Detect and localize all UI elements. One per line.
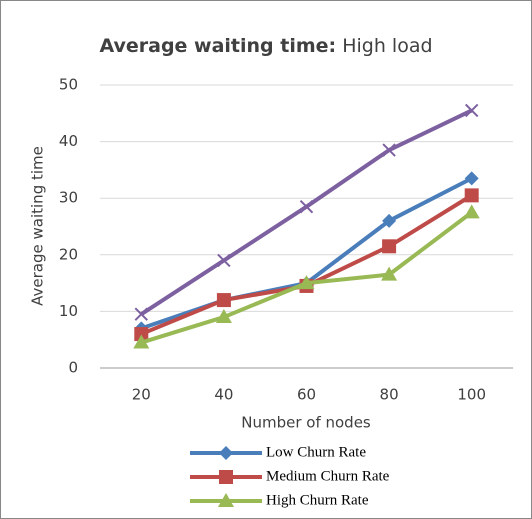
x-tick-label: 60 (297, 386, 316, 404)
marker (216, 293, 231, 308)
y-tick-label: 40 (59, 132, 78, 150)
marker (382, 143, 396, 157)
legend-label: Medium Churn Rate (266, 468, 390, 484)
marker (298, 275, 315, 290)
y-tick-label: 50 (59, 76, 78, 94)
marker (382, 239, 397, 254)
y-tick-label: 0 (68, 359, 78, 377)
x-tick-label: 40 (214, 386, 233, 404)
y-tick-label: 20 (59, 245, 78, 263)
marker (463, 204, 480, 219)
marker (133, 334, 150, 349)
y-tick-label: 10 (59, 302, 78, 320)
marker (134, 327, 149, 342)
marker (134, 307, 149, 321)
x-tick-label: 100 (457, 386, 486, 404)
legend-label: High Churn Rate (266, 492, 369, 508)
marker (219, 446, 233, 460)
title-bold: Average waiting time: (99, 35, 336, 57)
marker (299, 199, 314, 214)
y-axis-title: Average waiting time (29, 146, 47, 306)
legend-label: Low Churn Rate (266, 444, 366, 460)
marker (381, 266, 398, 281)
y-tick-label: 30 (59, 189, 78, 207)
marker (464, 171, 479, 186)
marker (464, 188, 479, 203)
marker (218, 493, 234, 507)
marker (464, 103, 479, 118)
marker (219, 470, 233, 484)
marker (217, 253, 231, 268)
x-tick-label: 20 (132, 386, 151, 404)
x-tick-label: 80 (380, 386, 399, 404)
marker (382, 213, 397, 228)
title-rest: High load (342, 35, 432, 57)
x-axis-title: Number of nodes (241, 414, 371, 432)
marker (215, 309, 232, 324)
chart-title: Average waiting time: High load (99, 35, 432, 57)
